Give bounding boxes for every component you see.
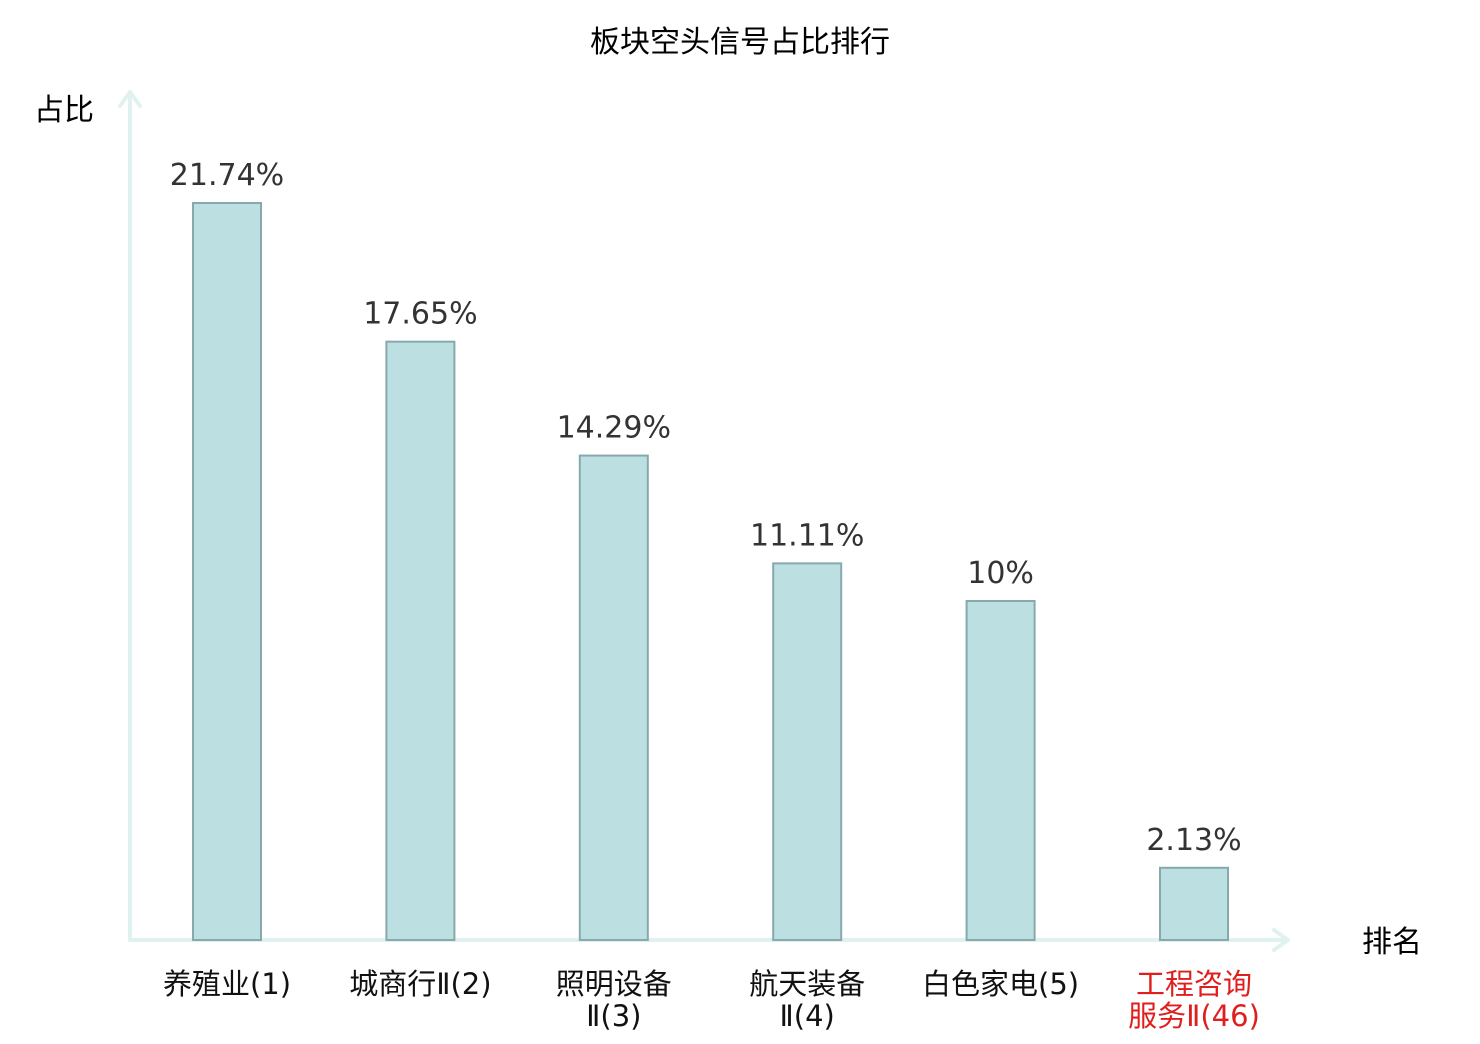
category-tick-label: 白色家电(5) [922,967,1079,1001]
bar [578,454,649,941]
x-axis-label: 排名 [1362,925,1422,960]
category-tick-label: 城商行Ⅱ(2) [349,967,491,1001]
bar-value-label: 10% [967,556,1034,591]
category-tick-label: 航天装备 Ⅱ(4) [749,967,865,1033]
y-axis-label: 占比 [34,93,94,128]
bar [1159,866,1229,942]
x-axis-arrow [1272,928,1290,952]
axes [118,90,1290,952]
value-labels: 21.74% 17.65% 14.29% 11.11% 10% 2.13% [170,158,1242,858]
category-labels: 养殖业(1) 城商行Ⅱ(2) 照明设备 Ⅱ(3) 航天装备 Ⅱ(4) 白色家电(5) 工程咨询… [163,967,1260,1033]
bar-value-label: 21.74% [170,158,284,193]
bar [385,340,456,942]
category-tick-label: 养殖业(1) [163,967,291,1001]
bar-value-label: 2.13% [1146,823,1241,858]
bar [192,202,262,942]
chart-title: 板块空头信号占比排行 [590,25,890,60]
category-tick-label: 照明设备 Ⅱ(3) [556,967,672,1033]
bars [192,202,1229,942]
bar-value-label: 17.65% [363,297,477,332]
y-axis-arrow [118,90,142,108]
category-tick-label: 工程咨询服务Ⅱ(46) [1128,967,1260,1033]
bar [772,562,843,941]
bar-value-label: 11.11% [750,518,864,553]
bar [965,600,1036,941]
bar-value-label: 14.29% [557,411,671,446]
